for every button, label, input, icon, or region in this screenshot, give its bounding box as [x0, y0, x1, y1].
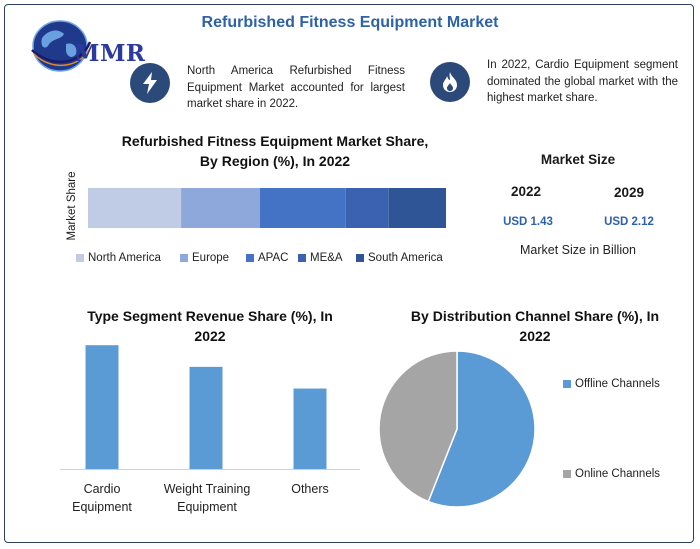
type-bar-2: [293, 388, 327, 469]
legend-swatch: [563, 380, 571, 388]
type-category-label-1: Weight Training Equipment: [163, 482, 251, 514]
logo: MMR: [14, 16, 146, 72]
callout-icon-badge-1: [130, 63, 170, 103]
region-legend: North America Europe APAC ME&A South America: [76, 252, 456, 268]
market-size-year-2022: 2022: [510, 184, 542, 199]
infographic-frame: [4, 4, 694, 543]
region-legend-item: Europe: [180, 252, 229, 264]
region-legend-item: North America: [76, 252, 161, 264]
type-bar-1: [189, 366, 223, 469]
region-chart-title: Refurbished Fitness Equipment Market Sha…: [121, 133, 429, 169]
market-size-value-2022: USD 1.43: [503, 216, 553, 228]
channel-legend-item: Offline Channels: [563, 378, 660, 390]
type-bar-0: [85, 345, 119, 469]
region-chart-ylabel: Market Share: [66, 171, 78, 241]
lightning-icon: [143, 72, 157, 94]
type-category-label-0: Cardio Equipment: [72, 482, 132, 514]
channel-legend: Offline Channels Online Channels: [563, 378, 683, 488]
region-stacked-bar-chart: [88, 188, 446, 228]
legend-label: South America: [368, 252, 443, 264]
legend-swatch: [563, 470, 571, 478]
pie-slice-online-channels: [378, 350, 458, 503]
type-category-label-2: Others: [291, 482, 329, 496]
callout-text-2: In 2022, Cardio Equipment segment domina…: [487, 59, 678, 104]
flame-icon: [443, 72, 457, 92]
logo-text: MMR: [74, 40, 146, 67]
legend-label: Offline Channels: [575, 378, 660, 390]
region-bar-segment-apac: [259, 188, 346, 228]
legend-swatch: [356, 254, 364, 262]
region-bar-segment-europe: [181, 188, 260, 228]
legend-swatch: [180, 254, 188, 262]
legend-swatch: [298, 254, 306, 262]
channel-chart-title: By Distribution Channel Share (%), In 20…: [410, 308, 660, 344]
legend-label: APAC: [258, 252, 289, 264]
region-legend-item: ME&A: [298, 252, 343, 264]
legend-label: Europe: [192, 252, 230, 264]
region-bar-segment-south-america: [388, 188, 446, 228]
type-bar-chart: [60, 345, 360, 470]
channel-legend-item: Online Channels: [563, 468, 660, 480]
legend-swatch: [246, 254, 254, 262]
callout-icon-badge-2: [430, 62, 470, 102]
region-bar-segment-north-america: [88, 188, 182, 228]
legend-swatch: [76, 254, 84, 262]
region-legend-item: South America: [356, 252, 443, 264]
pie-slice-offline-channels: [427, 350, 536, 508]
legend-label: ME&A: [310, 252, 343, 264]
callout-text-1: North America Refurbished Fitness Equipm…: [187, 65, 405, 110]
globe-icon: [31, 20, 92, 72]
market-size-title: Market Size: [540, 152, 616, 167]
market-size-year-2029: 2029: [613, 185, 645, 200]
legend-label: Online Channels: [575, 468, 661, 480]
legend-label: North America: [88, 252, 161, 264]
type-chart-title: Type Segment Revenue Share (%), In 2022: [87, 308, 333, 344]
region-bar-segment-me-a: [345, 188, 389, 228]
market-size-unit-label: Market Size in Billion: [519, 243, 636, 257]
market-size-value-2029: USD 2.12: [604, 216, 654, 228]
page-title: Refurbished Fitness Equipment Market: [201, 14, 499, 31]
region-legend-item: APAC: [246, 252, 288, 264]
channel-pie-chart: [378, 350, 536, 508]
